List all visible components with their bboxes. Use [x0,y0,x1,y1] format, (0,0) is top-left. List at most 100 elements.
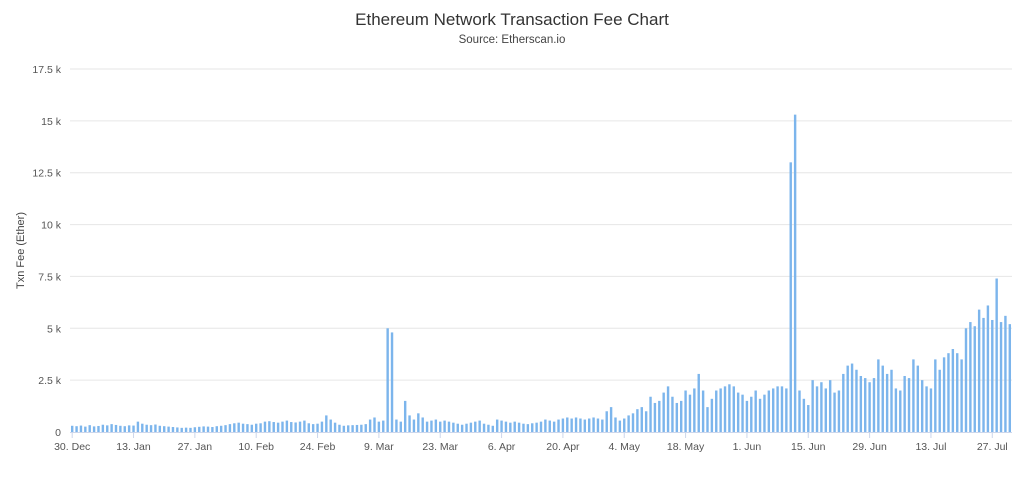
bar[interactable] [329,419,332,432]
bar[interactable] [609,407,613,432]
bar[interactable] [224,425,227,432]
bar[interactable] [552,421,556,432]
bar[interactable] [964,328,968,432]
bar[interactable] [947,353,950,432]
bar[interactable] [925,386,928,432]
bar[interactable] [666,386,670,432]
bar[interactable] [557,419,560,432]
bar[interactable] [167,426,170,432]
bar[interactable] [736,392,740,432]
bar[interactable] [110,424,113,432]
bar[interactable] [644,411,648,432]
bar[interactable] [382,420,385,432]
bar[interactable] [163,426,166,432]
bar[interactable] [850,363,854,432]
bar[interactable] [145,424,148,432]
bar[interactable] [517,422,521,432]
bar[interactable] [114,424,118,432]
bar[interactable] [70,425,74,432]
bar[interactable] [176,427,179,432]
bar[interactable] [942,357,946,432]
bar[interactable] [842,373,845,432]
bar[interactable] [899,390,902,432]
bar[interactable] [1004,315,1007,432]
bar[interactable] [675,402,679,432]
bar[interactable] [601,419,604,432]
bar[interactable] [811,380,814,432]
bar[interactable] [439,421,442,432]
bar[interactable] [798,390,801,432]
bar[interactable] [793,114,797,432]
bar[interactable] [141,423,144,432]
bar[interactable] [412,419,416,432]
bar[interactable] [487,424,490,432]
bar[interactable] [815,386,819,432]
bar[interactable] [548,420,551,432]
bar[interactable] [636,409,639,432]
bar[interactable] [640,407,643,432]
bar[interactable] [311,424,315,432]
bar[interactable] [701,390,705,432]
bar[interactable] [684,390,687,432]
bar[interactable] [868,382,871,432]
bar[interactable] [509,422,512,432]
bar[interactable] [399,421,402,432]
bar[interactable] [403,400,407,432]
bar[interactable] [885,373,889,432]
bar[interactable] [754,390,757,432]
bar[interactable] [307,423,310,432]
bar[interactable] [719,388,722,432]
bar[interactable] [233,423,236,432]
bar[interactable] [535,422,538,432]
bar[interactable] [513,421,516,432]
bar[interactable] [767,390,771,432]
bar[interactable] [623,418,626,432]
bar[interactable] [662,392,665,432]
bar[interactable] [653,402,657,432]
bar[interactable] [890,369,893,432]
bar[interactable] [193,427,197,432]
bar[interactable] [864,378,867,432]
bar[interactable] [671,396,674,432]
bar[interactable] [368,419,372,432]
bar[interactable] [469,422,473,432]
bar[interactable] [84,426,87,432]
bar[interactable] [364,424,367,432]
bar[interactable] [894,388,898,432]
bar[interactable] [465,423,468,432]
bar[interactable] [158,425,162,432]
bar[interactable] [202,426,205,432]
bar[interactable] [198,426,201,432]
bar[interactable] [833,392,836,432]
bar[interactable] [596,418,600,432]
bar[interactable] [566,417,569,432]
bar[interactable] [802,398,806,432]
bar[interactable] [872,378,876,432]
bar[interactable] [215,426,218,432]
bar[interactable] [929,388,933,432]
bar[interactable] [408,415,411,432]
bar[interactable] [119,425,122,432]
bar[interactable] [995,278,998,433]
bar[interactable] [241,423,245,432]
bar[interactable] [960,359,963,432]
bar[interactable] [97,425,100,432]
bar[interactable] [325,415,328,432]
bar[interactable] [855,369,858,432]
bar[interactable] [495,419,499,432]
bar[interactable] [680,400,683,432]
bar[interactable] [373,417,376,432]
bar[interactable] [658,400,661,432]
bar[interactable] [570,418,573,432]
bar[interactable] [237,422,240,432]
bar[interactable] [583,419,587,432]
bar[interactable] [355,424,359,432]
bar[interactable] [434,419,438,432]
bar[interactable] [561,418,565,432]
bar[interactable] [316,423,319,432]
bar[interactable] [973,326,976,432]
bar[interactable] [285,420,289,432]
bar[interactable] [763,394,766,432]
bar[interactable] [526,424,530,432]
bar[interactable] [482,423,486,432]
